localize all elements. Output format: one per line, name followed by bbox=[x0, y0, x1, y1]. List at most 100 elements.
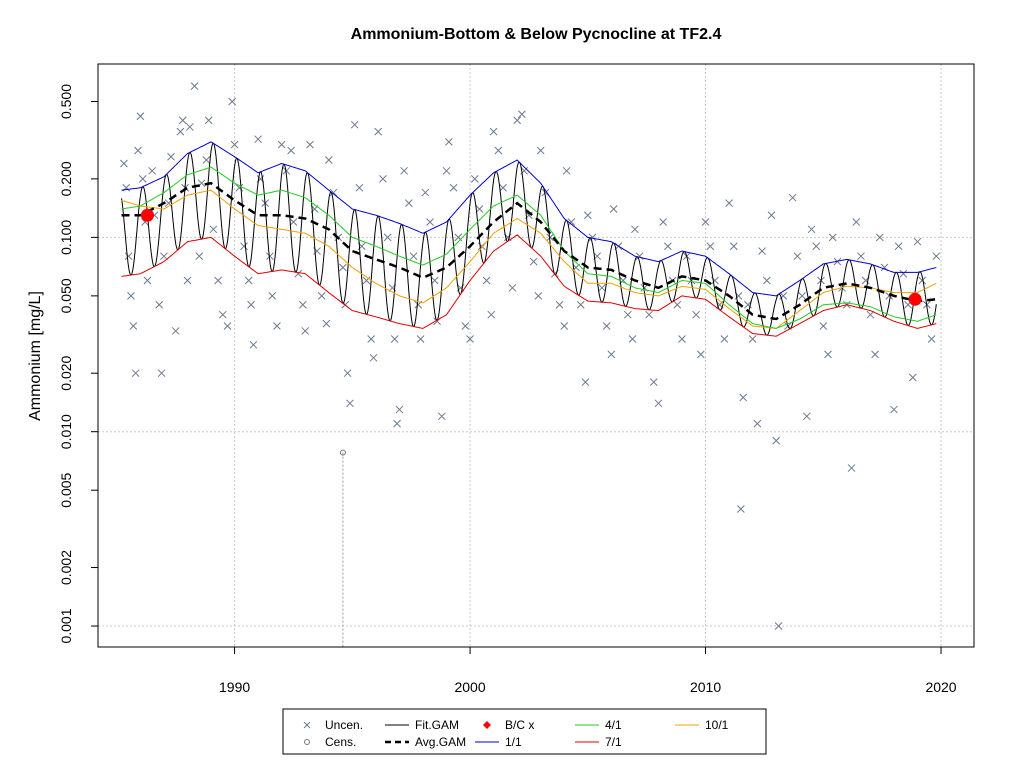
observation-point bbox=[143, 276, 152, 285]
observation-point bbox=[273, 322, 281, 330]
observation-point bbox=[343, 369, 352, 378]
bc-point bbox=[140, 208, 154, 222]
observation-point bbox=[247, 300, 255, 309]
observation-point bbox=[673, 300, 682, 309]
y-tick-label: 0.100 bbox=[58, 220, 74, 255]
observation-point bbox=[442, 166, 451, 175]
observation-point bbox=[129, 322, 138, 330]
plot-frame bbox=[97, 63, 975, 648]
y-tick-label: 0.500 bbox=[58, 84, 74, 119]
observation-point bbox=[623, 310, 632, 319]
legend-box bbox=[282, 708, 767, 755]
observation-point bbox=[244, 276, 253, 285]
observation-point bbox=[857, 252, 865, 261]
observation-point bbox=[847, 464, 856, 472]
observation-point bbox=[793, 252, 802, 261]
observation-point bbox=[445, 138, 453, 146]
observation-point bbox=[157, 369, 166, 378]
observation-point bbox=[678, 335, 686, 343]
observation-point bbox=[167, 152, 175, 161]
observation-point bbox=[767, 211, 776, 220]
observation-point bbox=[301, 327, 310, 335]
observation-point bbox=[148, 166, 157, 175]
observation-point bbox=[421, 188, 430, 197]
observation-point bbox=[322, 319, 331, 328]
censored-point bbox=[339, 449, 346, 456]
observation-point bbox=[404, 199, 413, 207]
observation-point bbox=[588, 233, 597, 242]
observation-point bbox=[277, 140, 286, 149]
observation-point bbox=[470, 175, 479, 183]
observation-point bbox=[136, 112, 145, 121]
observation-point bbox=[379, 175, 387, 183]
observation-point bbox=[178, 116, 187, 125]
observation-point bbox=[908, 373, 917, 382]
fit_gam-legend-label: Fit.GAM bbox=[415, 718, 459, 732]
observation-point bbox=[701, 218, 710, 226]
observation-point bbox=[706, 242, 715, 251]
p1-1-line bbox=[121, 141, 937, 297]
p4_1-legend-label: 4/1 bbox=[605, 718, 622, 732]
y-axis: 0.001 0.002 0.005 0.010 0.020 0.050 0.100 0.200… bbox=[58, 84, 98, 644]
observation-point bbox=[546, 233, 554, 242]
observation-point bbox=[866, 310, 875, 319]
observation-point bbox=[737, 505, 745, 513]
observation-point bbox=[299, 300, 307, 309]
observation-point bbox=[645, 310, 653, 319]
observation-point bbox=[282, 166, 291, 175]
observation-point bbox=[430, 276, 439, 285]
observation-point bbox=[134, 146, 142, 155]
y-tick-label: 0.001 bbox=[58, 608, 74, 643]
observation-point bbox=[171, 327, 180, 335]
observation-point bbox=[437, 412, 446, 421]
observation-point bbox=[374, 127, 383, 136]
grid-lines bbox=[98, 64, 974, 647]
censored-observations bbox=[339, 449, 346, 647]
observation-point bbox=[160, 252, 168, 261]
observation-point bbox=[317, 292, 326, 300]
observation-point bbox=[426, 218, 434, 226]
observation-point bbox=[518, 110, 526, 119]
avg-gam-line bbox=[121, 181, 937, 321]
observation-point bbox=[631, 225, 639, 234]
cens-legend-label: Cens. bbox=[325, 735, 356, 749]
x-tick-label: 2000 bbox=[454, 679, 485, 695]
bc-points bbox=[140, 208, 922, 306]
observation-point bbox=[802, 412, 811, 421]
observation-point bbox=[202, 156, 211, 164]
observation-point bbox=[155, 300, 164, 309]
observation-point bbox=[555, 300, 564, 309]
observation-point bbox=[807, 225, 816, 234]
bc-point bbox=[908, 292, 922, 306]
observation-point bbox=[885, 292, 894, 300]
observation-point bbox=[249, 340, 258, 349]
observation-point bbox=[266, 252, 274, 261]
observation-point bbox=[487, 310, 496, 319]
observation-point bbox=[475, 205, 484, 213]
observation-point bbox=[828, 233, 837, 242]
observation-point bbox=[581, 378, 590, 386]
observation-point bbox=[541, 188, 550, 197]
bc-legend-label: B/C x bbox=[505, 718, 534, 732]
observation-point bbox=[120, 159, 128, 168]
observation-point bbox=[195, 252, 204, 261]
y-tick-label: 0.050 bbox=[58, 278, 74, 313]
observation-point bbox=[772, 436, 781, 445]
observation-point bbox=[762, 276, 771, 285]
observation-point bbox=[913, 237, 922, 246]
observation-point bbox=[798, 292, 806, 300]
observation-point bbox=[127, 292, 135, 300]
observation-point bbox=[609, 205, 618, 213]
uncensored-observations bbox=[120, 82, 941, 630]
uncen-legend-label: Uncen. bbox=[325, 718, 363, 732]
y-axis-label: Ammonium [mg/L] bbox=[27, 291, 44, 421]
observation-point bbox=[739, 393, 748, 402]
observation-point bbox=[390, 335, 399, 343]
x-tick-label: 2010 bbox=[690, 679, 721, 695]
avg_gam-legend-label: Avg.GAM bbox=[415, 735, 466, 749]
observation-point bbox=[461, 322, 470, 330]
uncen-legend-swatch bbox=[303, 721, 311, 729]
observation-point bbox=[383, 233, 392, 242]
observation-point bbox=[875, 233, 884, 242]
observation-point bbox=[536, 146, 545, 155]
